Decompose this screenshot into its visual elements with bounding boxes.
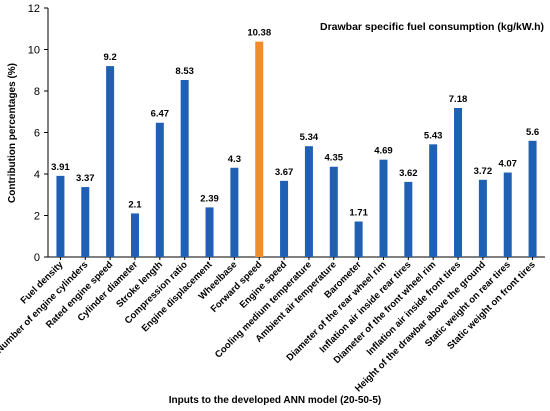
bar — [81, 187, 90, 257]
bar — [230, 167, 239, 257]
y-tick-label: 10 — [28, 45, 40, 57]
bars-group — [56, 41, 537, 257]
bar — [329, 166, 338, 257]
bar — [503, 172, 512, 257]
bar — [280, 180, 289, 257]
bar — [354, 221, 363, 257]
bar-value-label: 3.91 — [51, 162, 70, 173]
bar-value-label: 9.2 — [104, 52, 117, 63]
bar-value-label: 3.72 — [474, 166, 493, 177]
bar-value-label: 5.34 — [300, 132, 319, 143]
bar-value-label: 4.3 — [228, 154, 241, 165]
axes-group: 0 2 4 6 8 10 12 — [28, 3, 545, 264]
y-tick-label: 4 — [34, 169, 40, 181]
bar-value-label: 3.67 — [275, 167, 294, 178]
x-axis-title: Inputs to the developed ANN model (20-50… — [169, 395, 381, 406]
y-tick-label: 6 — [34, 128, 40, 140]
chart-title: Drawbar specific fuel consumption (kg/kW… — [320, 21, 544, 33]
bar-value-label: 5.43 — [424, 130, 443, 141]
bar-value-label: 4.69 — [374, 146, 393, 157]
y-tick-label: 0 — [34, 252, 40, 264]
y-tick-label: 12 — [28, 3, 40, 15]
y-tick-label: 8 — [34, 86, 40, 98]
bar-value-label: 3.62 — [399, 168, 418, 179]
bar — [130, 213, 139, 257]
bar — [404, 181, 413, 257]
bar-value-label: 2.39 — [200, 193, 219, 204]
y-tick-label: 2 — [34, 211, 40, 223]
bar — [478, 179, 487, 257]
bar — [106, 66, 115, 257]
bar — [180, 80, 189, 257]
bar — [528, 140, 537, 257]
bar-value-label: 8.53 — [175, 66, 194, 77]
bar-value-label: 4.07 — [498, 159, 517, 170]
bar — [454, 108, 463, 257]
bar-value-label: 3.37 — [76, 173, 95, 184]
bar-value-label: 1.71 — [349, 208, 368, 219]
bar-value-label: 10.38 — [247, 28, 271, 39]
bar — [205, 207, 214, 257]
bar-value-label: 5.6 — [526, 127, 539, 138]
bar — [56, 175, 65, 257]
bar — [379, 159, 388, 257]
bar — [429, 144, 438, 257]
y-axis-title: Contribution percentages (%) — [7, 63, 18, 203]
bar-value-label: 2.1 — [128, 199, 142, 210]
bar-value-label: 6.47 — [151, 109, 170, 120]
bar-value-label: 7.18 — [449, 94, 468, 105]
bar — [255, 41, 264, 257]
bar — [155, 122, 164, 257]
bar — [304, 146, 313, 257]
bar-value-label: 4.35 — [325, 153, 344, 164]
